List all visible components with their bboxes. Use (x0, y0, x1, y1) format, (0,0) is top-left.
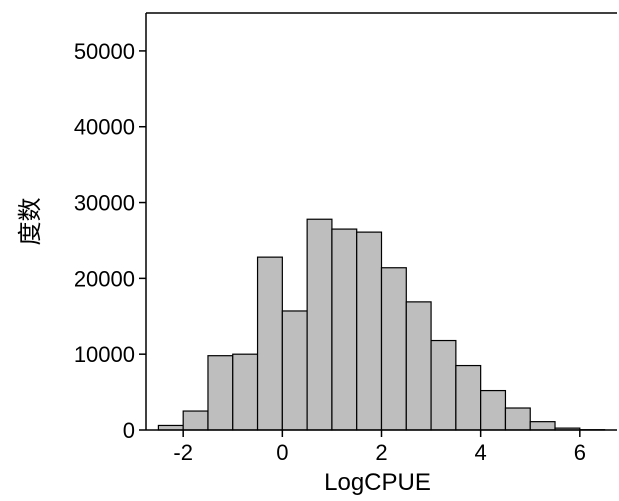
histogram-bar-10 (405, 301, 432, 431)
x-tick-label: -2 (173, 440, 193, 465)
y-tick-label: 40000 (74, 115, 135, 140)
y-tick-label: 20000 (74, 266, 135, 291)
histogram-bar-2 (207, 355, 234, 431)
x-tick-label: 4 (475, 440, 487, 465)
histogram-bar-7 (331, 228, 358, 431)
y-tick-label: 0 (123, 418, 135, 443)
x-axis-ticks: -2 0 2 4 6 (173, 430, 586, 465)
histogram-bars (157, 218, 606, 431)
histogram-bar-4 (256, 256, 283, 431)
histogram-bar-5 (281, 310, 308, 431)
histogram-bar-15 (529, 421, 556, 431)
histogram-bar-11 (430, 339, 457, 431)
y-tick-label: 10000 (74, 342, 135, 367)
histogram-bar-8 (356, 231, 383, 431)
histogram-bar-6 (306, 218, 333, 431)
y-tick-label: 50000 (74, 39, 135, 64)
histogram-bar-14 (504, 407, 531, 431)
histogram-bar-13 (480, 389, 507, 431)
x-axis-title: LogCPUE (324, 469, 431, 496)
histogram-bar-12 (455, 364, 482, 431)
x-tick-label: 2 (375, 440, 387, 465)
y-axis-ticks: 0 10000 20000 30000 40000 50000 (74, 39, 146, 443)
y-tick-label: 30000 (74, 191, 135, 216)
histogram-bar-1 (182, 410, 209, 431)
histogram-bar-9 (380, 267, 407, 431)
histogram-bar-3 (232, 353, 259, 431)
x-tick-label: 0 (276, 440, 288, 465)
x-tick-label: 6 (574, 440, 586, 465)
y-axis-title: 度数 (17, 198, 44, 246)
